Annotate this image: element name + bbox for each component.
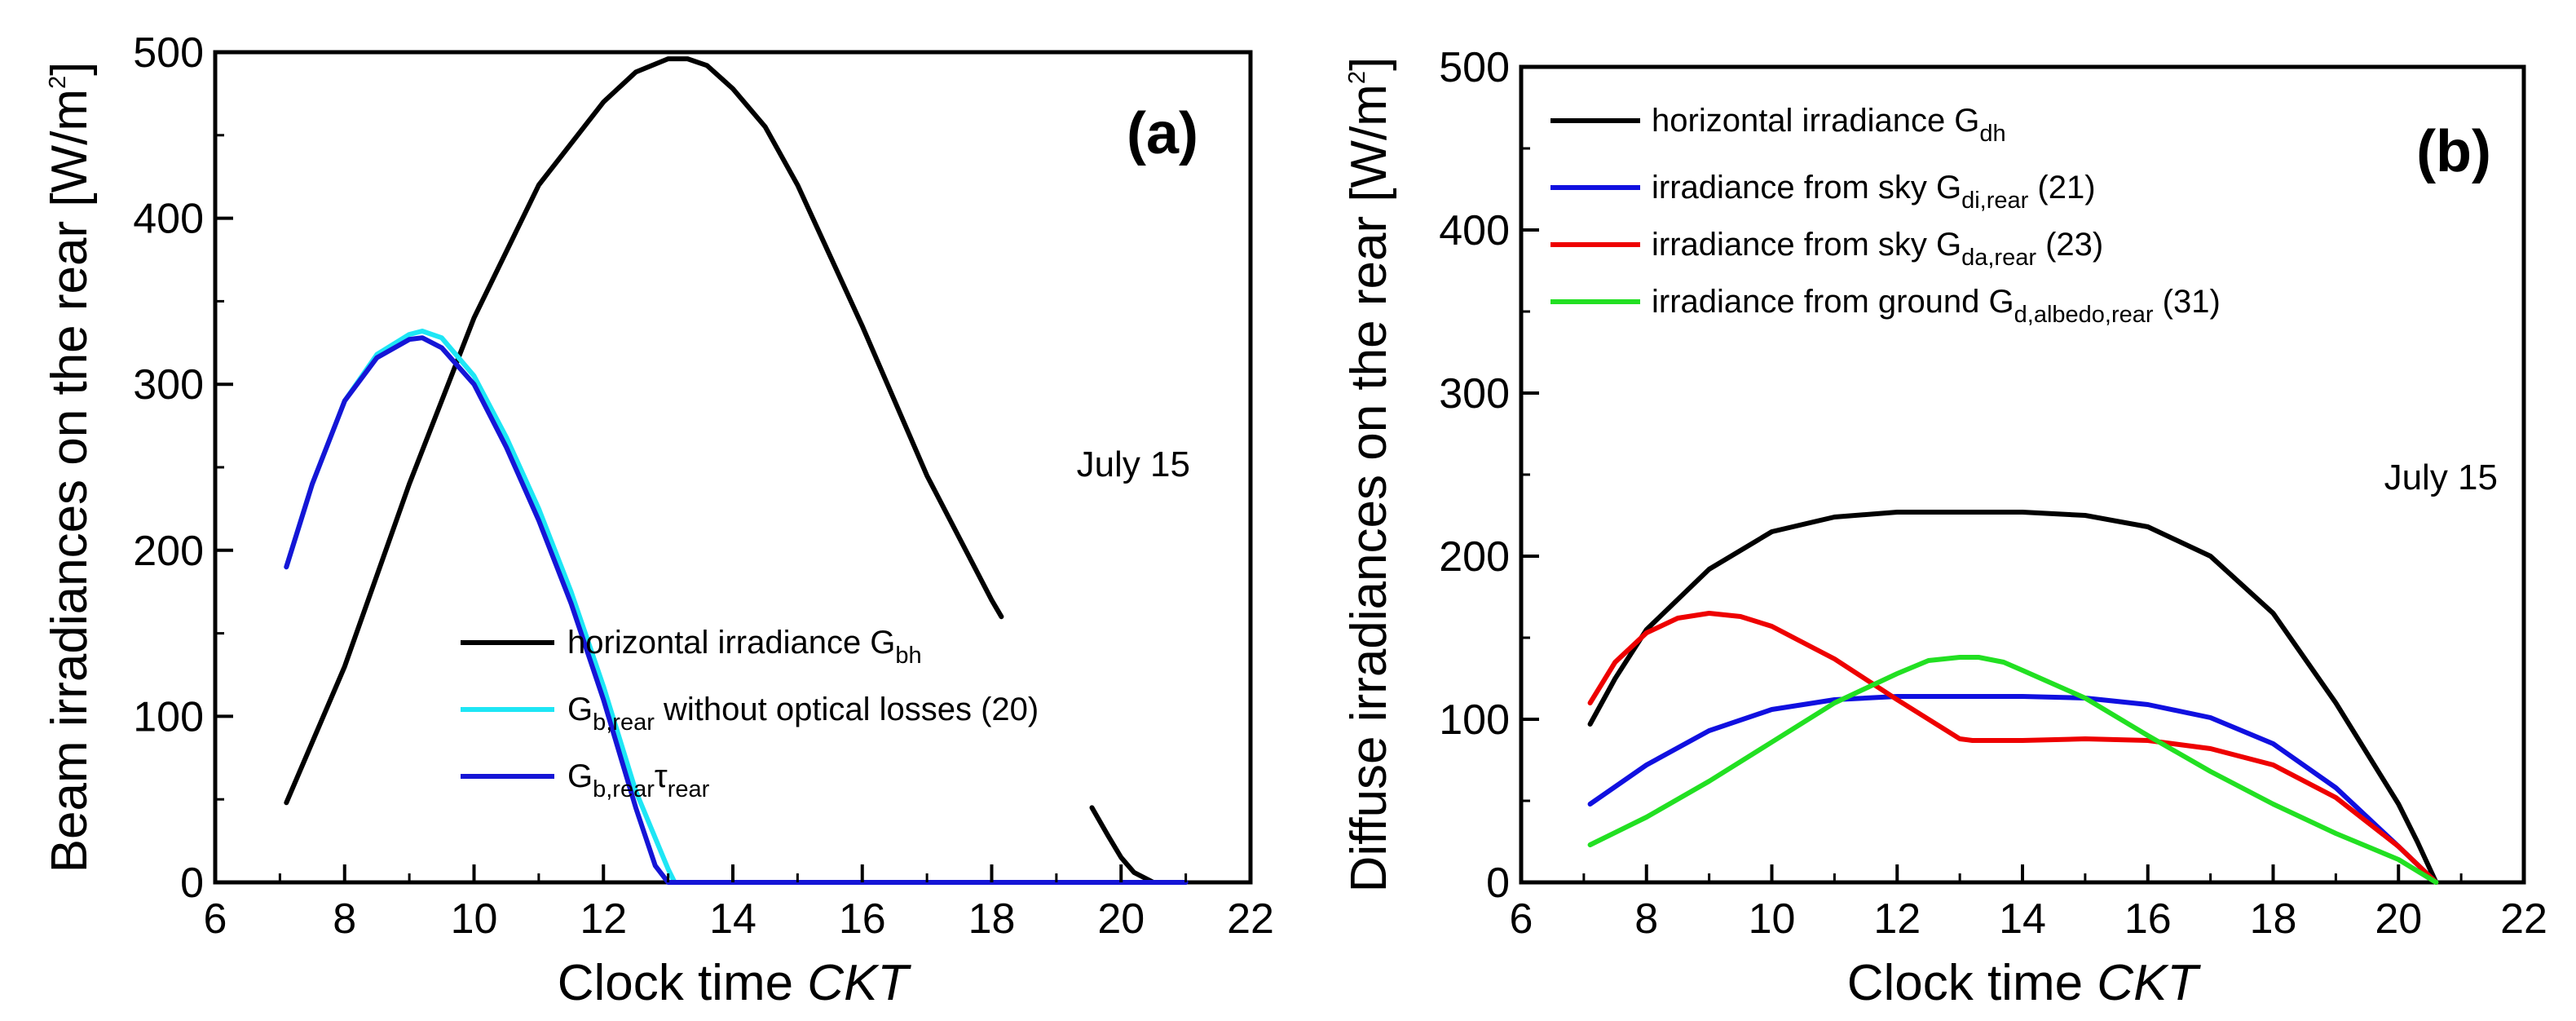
x-tick-label: 16: [2124, 895, 2172, 943]
series-group: [284, 56, 1189, 885]
y-tick-label: 300: [1439, 370, 1510, 418]
legend-entry: irradiance from ground Gd,albedo,rear (3…: [1652, 284, 2221, 328]
y-tick-group: 0 100 200 300 400 500: [133, 29, 233, 907]
x-tick-label: 8: [333, 895, 356, 943]
legend-entry: irradiance from sky Gdi,rear (21): [1652, 170, 2096, 214]
x-axis-title: Clock time CKT: [558, 955, 912, 1011]
legend-entry: irradiance from sky Gda,rear (23): [1652, 227, 2103, 271]
x-tick-group: 6 8 10 12 14 16 18 20 22: [204, 864, 1274, 943]
x-tick-label: 14: [1999, 895, 2046, 943]
x-tick-group: 6 8 10 12 14 16 18 20 22: [1510, 864, 2547, 943]
legend-entry: Gb,rear without optical losses (20): [567, 692, 1039, 736]
x-tick-label: 20: [1097, 895, 1145, 943]
legend: horizontal irradiance Gbh Gb,rear withou…: [461, 625, 1039, 802]
series-line-1-1: [1587, 694, 2439, 885]
series-line-1-0: [1587, 510, 2439, 885]
x-tick-label: 14: [709, 895, 756, 943]
series-line-1-3: [1587, 655, 2439, 885]
x-tick-label: 20: [2375, 895, 2422, 943]
legend-entry: Gb,rearτrear: [567, 758, 710, 802]
legend-entry: horizontal irradiance Gdh: [1652, 103, 2006, 147]
series-line-0-1: [1089, 805, 1189, 885]
y-axis-title: Beam irradiances on the rear [W/m2]: [42, 62, 98, 873]
panel-b: 6 8 10 12 14 16 18 20 22 0 100 200 300 400 500 (b) Ju…: [1341, 44, 2547, 1011]
x-tick-label: 16: [839, 895, 886, 943]
x-tick-label: 6: [204, 895, 227, 943]
x-tick-label: 22: [1227, 895, 1274, 943]
series-line-1-2: [1587, 611, 2439, 885]
legend: horizontal irradiance Gdh irradiance fro…: [1550, 103, 2221, 328]
annotation-date: July 15: [2384, 457, 2498, 497]
y-tick-label: 200: [133, 528, 204, 575]
x-tick-label: 10: [1749, 895, 1796, 943]
y-tick-label: 0: [1486, 860, 1510, 907]
series-group: [1587, 510, 2439, 885]
y-tick-label: 300: [133, 361, 204, 409]
y-tick-label: 0: [180, 860, 204, 907]
x-tick-label: 8: [1634, 895, 1658, 943]
x-axis-title: Clock time CKT: [1847, 955, 2202, 1011]
x-tick-label: 18: [968, 895, 1016, 943]
y-axis-title: Diffuse irradiances on the rear [W/m2]: [1341, 57, 1397, 893]
series-line-0-0: [284, 56, 1004, 806]
annotation-date: July 15: [1077, 444, 1190, 484]
x-tick-label: 18: [2250, 895, 2297, 943]
x-tick-label: 10: [451, 895, 498, 943]
y-tick-label: 500: [1439, 44, 1510, 91]
series-line-0-3: [284, 335, 1189, 885]
y-tick-label: 400: [133, 196, 204, 243]
panel-label: (b): [2416, 119, 2491, 184]
y-tick-label: 100: [1439, 696, 1510, 744]
legend-entry: horizontal irradiance Gbh: [567, 625, 922, 669]
y-tick-label: 500: [133, 29, 204, 77]
x-tick-label: 12: [1873, 895, 1921, 943]
x-tick-label: 22: [2500, 895, 2547, 943]
x-tick-label: 6: [1510, 895, 1533, 943]
x-tick-label: 12: [580, 895, 627, 943]
panel-label: (a): [1127, 101, 1198, 166]
y-tick-label: 200: [1439, 533, 1510, 581]
y-tick-label: 100: [133, 693, 204, 740]
y-tick-group: 0 100 200 300 400 500: [1439, 44, 1539, 907]
panel-a: 6 8 10 12 14 16 18 20 22 0 100 200 300 400 500 (a) Ju…: [42, 29, 1274, 1011]
y-tick-label: 400: [1439, 207, 1510, 254]
